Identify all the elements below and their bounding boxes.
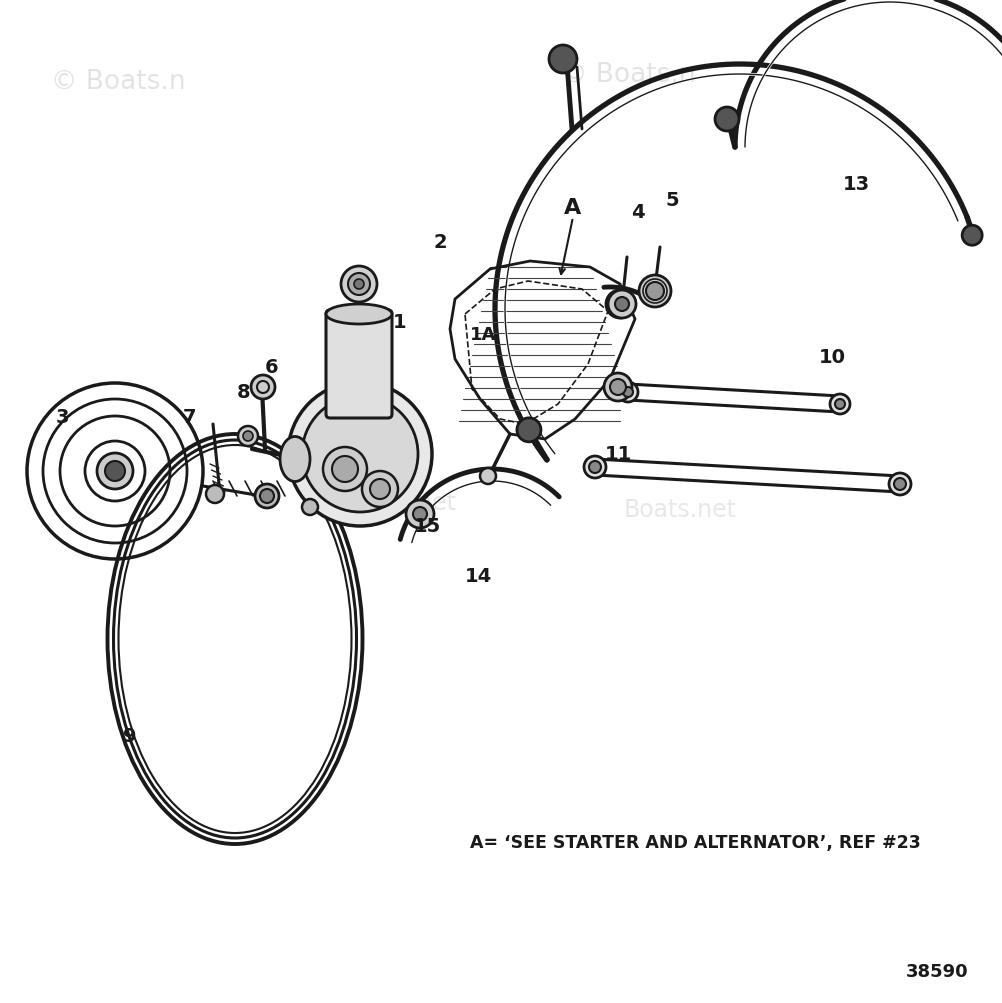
Circle shape xyxy=(607,291,635,319)
Ellipse shape xyxy=(280,437,310,482)
Text: 6: 6 xyxy=(265,358,279,377)
Circle shape xyxy=(362,471,398,508)
Circle shape xyxy=(260,489,274,504)
Circle shape xyxy=(611,297,627,313)
Circle shape xyxy=(255,484,279,509)
Circle shape xyxy=(354,280,364,290)
Circle shape xyxy=(370,479,390,499)
Text: 15: 15 xyxy=(413,517,440,536)
Circle shape xyxy=(323,447,367,491)
Text: 13: 13 xyxy=(842,176,869,195)
Circle shape xyxy=(583,456,605,478)
Text: A= ‘SEE STARTER AND ALTERNATOR’, REF #23: A= ‘SEE STARTER AND ALTERNATOR’, REF #23 xyxy=(469,833,920,852)
Circle shape xyxy=(250,376,275,399)
Circle shape xyxy=(622,387,632,397)
Circle shape xyxy=(105,461,125,481)
Circle shape xyxy=(893,478,905,490)
Circle shape xyxy=(341,267,377,303)
Circle shape xyxy=(288,382,432,527)
Circle shape xyxy=(413,508,427,522)
Text: 10: 10 xyxy=(818,348,845,367)
Text: 9: 9 xyxy=(123,727,136,746)
Text: 8: 8 xyxy=(236,383,250,402)
Circle shape xyxy=(830,394,849,414)
Circle shape xyxy=(237,426,258,446)
Text: 7: 7 xyxy=(183,408,196,427)
Circle shape xyxy=(638,276,670,308)
Text: 11: 11 xyxy=(604,445,631,464)
Circle shape xyxy=(406,500,434,529)
Circle shape xyxy=(292,449,312,469)
Circle shape xyxy=(603,374,631,401)
Circle shape xyxy=(888,473,910,495)
Circle shape xyxy=(97,453,133,489)
Text: 2: 2 xyxy=(433,233,446,251)
Text: © Boats.n: © Boats.n xyxy=(560,62,694,88)
Text: A: A xyxy=(564,198,581,218)
FancyBboxPatch shape xyxy=(326,311,392,418)
Circle shape xyxy=(614,298,628,312)
Circle shape xyxy=(516,418,540,442)
Text: Boats.net: Boats.net xyxy=(623,497,735,522)
Text: 38590: 38590 xyxy=(905,962,967,980)
Circle shape xyxy=(605,291,633,319)
Circle shape xyxy=(617,382,637,402)
Circle shape xyxy=(480,468,496,484)
Circle shape xyxy=(609,379,625,395)
Text: 1: 1 xyxy=(393,313,407,332)
Ellipse shape xyxy=(326,305,392,325)
Circle shape xyxy=(348,274,370,296)
Circle shape xyxy=(645,283,663,301)
Circle shape xyxy=(332,456,358,482)
Text: 3: 3 xyxy=(55,408,69,427)
Circle shape xyxy=(302,499,318,516)
Text: 14: 14 xyxy=(464,567,491,586)
Circle shape xyxy=(302,396,418,513)
Text: 5: 5 xyxy=(664,191,678,210)
Text: © Boats.n: © Boats.n xyxy=(51,69,185,95)
Circle shape xyxy=(205,485,223,504)
Circle shape xyxy=(242,431,253,441)
Text: 1A: 1A xyxy=(469,326,496,344)
Text: Boats.net: Boats.net xyxy=(343,490,456,515)
Circle shape xyxy=(714,108,738,131)
Text: 4: 4 xyxy=(630,204,644,223)
Circle shape xyxy=(588,461,600,473)
Circle shape xyxy=(961,226,981,246)
Circle shape xyxy=(835,399,844,409)
Circle shape xyxy=(548,46,576,74)
